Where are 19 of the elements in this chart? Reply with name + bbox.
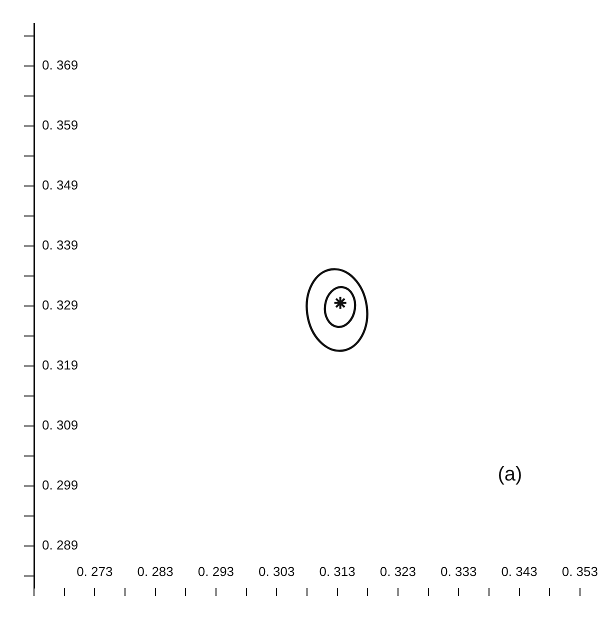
x-tick-label: 0. 313 bbox=[319, 564, 356, 579]
x-tick-label: 0. 303 bbox=[258, 564, 295, 579]
x-tick-label: 0. 283 bbox=[137, 564, 174, 579]
y-tick-label: 0. 339 bbox=[42, 237, 78, 252]
x-tick-label: 0. 323 bbox=[380, 564, 416, 579]
annotation: (a) bbox=[498, 464, 522, 486]
y-tick-label: 0. 289 bbox=[42, 538, 78, 553]
x-tick-label: 0. 333 bbox=[440, 564, 477, 579]
y-tick-label: 0. 299 bbox=[42, 478, 78, 493]
y-tick-label: 0. 359 bbox=[42, 117, 78, 132]
x-tick-label: 0. 353 bbox=[562, 564, 598, 579]
y-tick-label: 0. 329 bbox=[42, 297, 78, 312]
y-tick-label: 0. 319 bbox=[42, 358, 78, 372]
x-tick-label: 0. 293 bbox=[198, 564, 234, 579]
x-tick-label: 0. 343 bbox=[501, 564, 538, 579]
y-tick-label: 0. 369 bbox=[42, 57, 78, 72]
y-tick-label: 0. 349 bbox=[42, 177, 78, 192]
x-tick-label: 0. 273 bbox=[76, 564, 113, 579]
y-tick-label: 0. 309 bbox=[42, 418, 78, 433]
